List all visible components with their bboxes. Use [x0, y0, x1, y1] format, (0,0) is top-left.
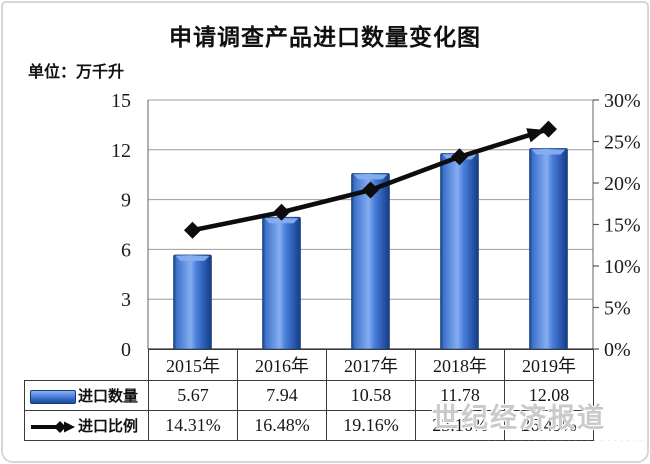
ratio-value: 16.48% — [237, 410, 327, 441]
ratio-point-2018年 — [451, 148, 468, 166]
ratio-point-2016年 — [273, 203, 290, 221]
bar-2019年 — [529, 148, 568, 350]
quantity-value: 10.58 — [326, 380, 416, 411]
left-tick-label-12: 12 — [111, 140, 131, 162]
x-label-2019: 2019年 — [504, 349, 594, 381]
bar-series-legend-icon — [30, 390, 76, 405]
quantity-value: 11.78 — [415, 380, 505, 411]
quantity-value: 5.67 — [148, 380, 238, 411]
ratio-value: 19.16% — [326, 410, 416, 441]
data-table: 2015年 2016年 2017年 2018年 2019年 进口数量 5.67 … — [24, 349, 594, 441]
bar-top-bevel — [531, 149, 566, 155]
legend-label-import-ratio: 进口比例 — [78, 418, 139, 435]
ratio-point-2019年 — [540, 120, 557, 138]
right-tick-label-10: 10% — [604, 256, 641, 278]
right-tick-label-15: 15% — [604, 215, 641, 237]
legend-cell-import-ratio: 进口比例 — [24, 410, 149, 441]
bar-2016年 — [262, 216, 301, 350]
chart-title: 申请调查产品进口数量变化图 — [169, 24, 481, 50]
left-tick-label-0: 0 — [121, 339, 131, 361]
bar-2018年 — [440, 153, 479, 350]
table-corner-cell — [25, 350, 149, 381]
legend-cell-import-quantity: 进口数量 — [24, 380, 149, 411]
x-label-2015: 2015年 — [148, 349, 238, 381]
x-axis-header-row: 2015年 2016年 2017年 2018年 2019年 — [25, 349, 594, 381]
right-tick-label-25: 25% — [604, 132, 641, 154]
unit-label: 单位：万千升 — [28, 64, 125, 81]
right-tick-label-30: 30% — [604, 90, 641, 112]
left-tick-label-9: 9 — [121, 190, 131, 212]
bar-top-bevel — [353, 174, 388, 180]
table-row-import-quantity: 进口数量 5.67 7.94 10.58 11.78 12.08 — [24, 380, 594, 411]
line-arrowhead — [526, 128, 546, 143]
ratio-value: 26.49% — [504, 410, 594, 441]
left-tick-label-6: 6 — [121, 239, 131, 261]
right-tick-label-20: 20% — [604, 173, 641, 195]
table-row-import-ratio: 进口比例 14.31% 16.48% 19.16% 23.16% 26.49% — [24, 410, 594, 441]
bar-2015年 — [173, 254, 212, 350]
ratio-point-2017年 — [362, 181, 379, 199]
line-series-legend-icon — [31, 421, 75, 434]
ratio-value: 23.16% — [415, 410, 505, 441]
x-label-2016: 2016年 — [237, 349, 327, 381]
ratio-point-2015年 — [184, 221, 201, 239]
bar-top-bevel — [175, 255, 210, 261]
quantity-value: 12.08 — [504, 380, 594, 411]
ratio-value: 14.31% — [148, 410, 238, 441]
right-tick-label-0: 0% — [604, 339, 631, 361]
quantity-value: 7.94 — [237, 380, 327, 411]
left-tick-label-15: 15 — [111, 90, 131, 112]
x-label-2018: 2018年 — [415, 349, 505, 381]
right-tick-label-5: 5% — [604, 298, 631, 320]
x-label-2017: 2017年 — [326, 349, 416, 381]
legend-label-import-quantity: 进口数量 — [78, 388, 139, 405]
bar-2017年 — [351, 173, 390, 350]
left-tick-label-3: 3 — [121, 289, 131, 311]
